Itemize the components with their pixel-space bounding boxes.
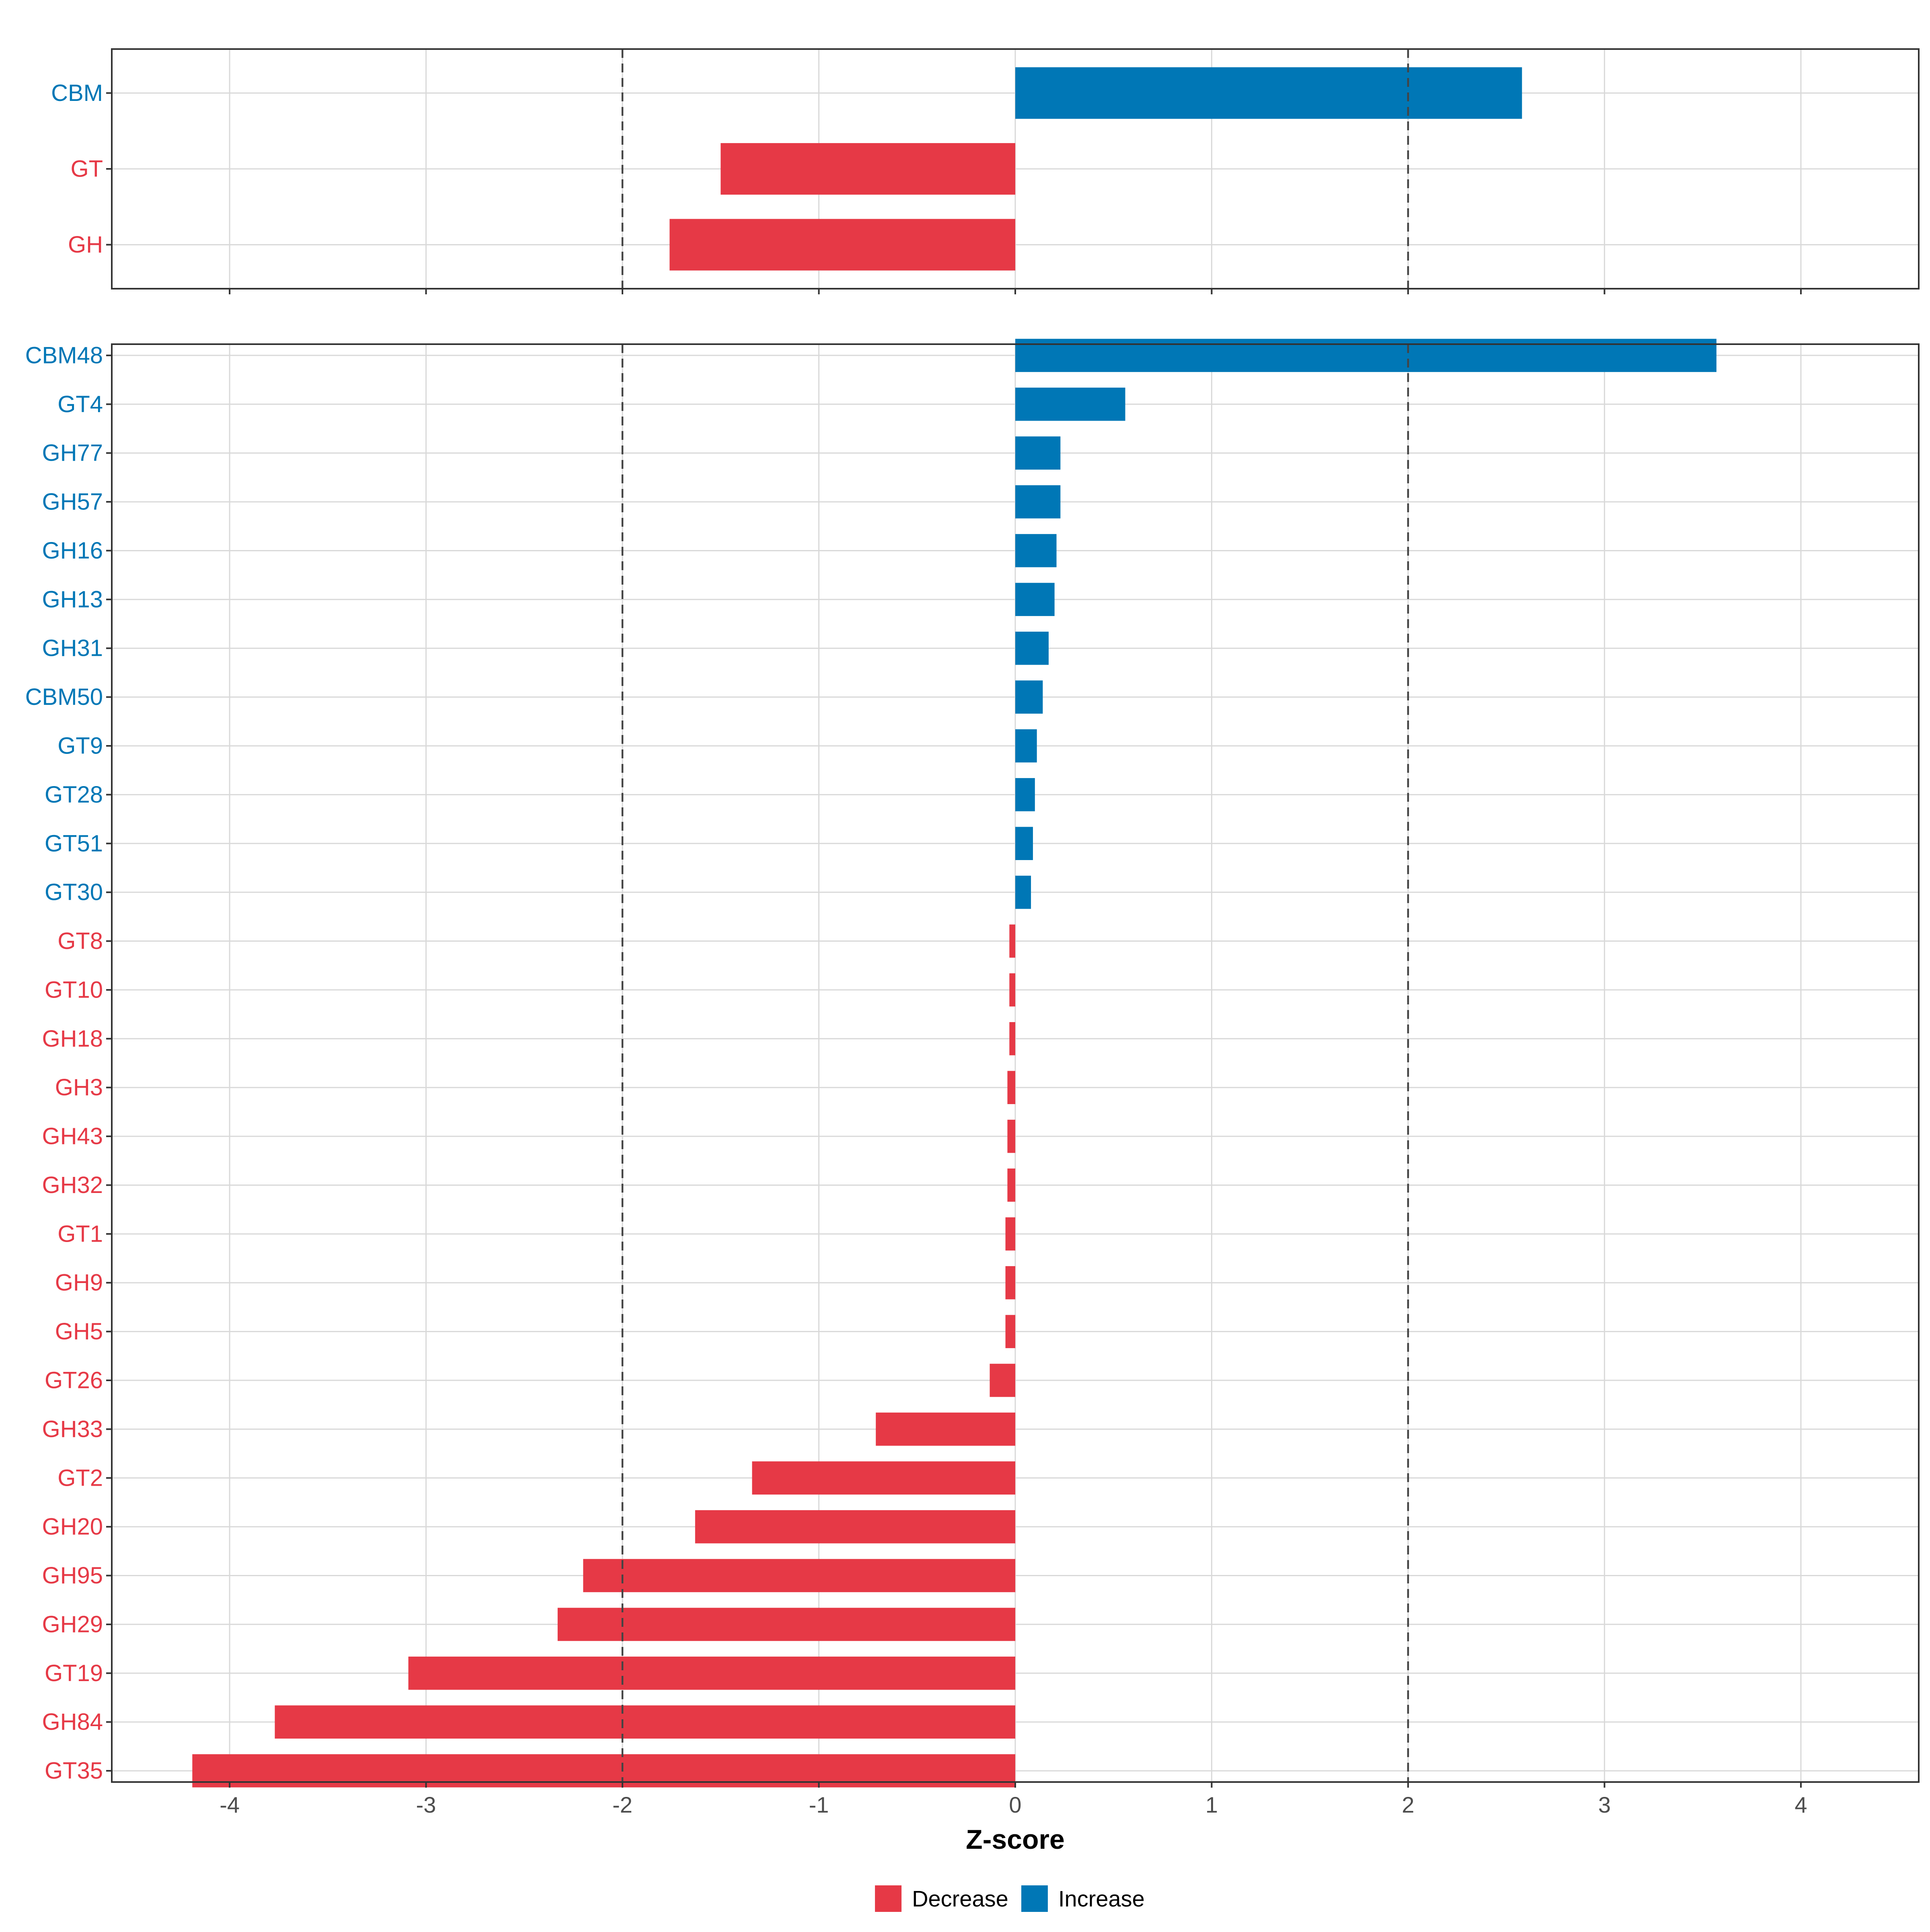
y-tick-label: GH16 — [42, 538, 103, 564]
y-tick-label: GH77 — [42, 440, 103, 466]
y-tick-label: GH57 — [42, 489, 103, 515]
y-tick-label: GH43 — [42, 1123, 103, 1150]
bar-gt4 — [1015, 388, 1125, 421]
y-tick-label: GT51 — [45, 830, 103, 856]
x-tick-label: 2 — [1402, 1792, 1414, 1817]
y-tick-label: GH32 — [42, 1172, 103, 1198]
bar-gh5 — [1005, 1315, 1015, 1348]
bar-gh20 — [695, 1510, 1015, 1544]
y-tick-label: GT1 — [57, 1221, 103, 1247]
bar-cbm50 — [1015, 680, 1043, 714]
bar-gt30 — [1015, 875, 1031, 909]
bar-gt19 — [408, 1657, 1015, 1690]
bar-cbm — [1015, 67, 1522, 119]
y-tick-label: GT8 — [57, 928, 103, 954]
y-tick-label: GT2 — [57, 1465, 103, 1491]
y-tick-label: GT35 — [45, 1758, 103, 1784]
panel-enzyme-class: CBM GT GH — [51, 48, 1920, 294]
y-tick-label: GH5 — [55, 1318, 103, 1345]
panel-enzyme-family: CBM48 GT4 GH77 GH57 GH16 GH13 GH31 CBM50 GT9 GT28… — [25, 339, 1920, 1788]
y-tick-label: GH3 — [55, 1074, 103, 1100]
y-tick-label: GT4 — [57, 391, 103, 417]
bar-gh16 — [1015, 534, 1057, 567]
y-tick-label: GH33 — [42, 1416, 103, 1442]
bar-gt51 — [1015, 827, 1033, 860]
x-tick-label: 4 — [1794, 1792, 1807, 1817]
bar-gt9 — [1015, 729, 1037, 763]
legend-label-decrease: Decrease — [912, 1886, 1008, 1911]
x-tick-label: 3 — [1598, 1792, 1611, 1817]
legend-swatch-increase — [1021, 1885, 1048, 1912]
x-tick-label: -3 — [416, 1792, 436, 1817]
y-tick-label: GH31 — [42, 635, 103, 661]
bar-gh31 — [1015, 631, 1049, 665]
bar-gh18 — [1009, 1022, 1015, 1055]
x-tick-label: -1 — [809, 1792, 829, 1817]
legend-swatch-decrease — [875, 1885, 902, 1912]
x-tick-label: 0 — [1009, 1792, 1021, 1817]
y-tick-label: GT28 — [45, 782, 103, 808]
y-tick-label: GT — [70, 156, 103, 182]
y-tick-label: GT30 — [45, 879, 103, 905]
legend-label-increase: Increase — [1058, 1886, 1145, 1911]
y-tick-label: GH84 — [42, 1709, 103, 1735]
bar-gh95 — [583, 1559, 1015, 1592]
y-tick-label: GT26 — [45, 1367, 103, 1394]
panels-layer: CBM GT GH CBM48 GT4 GH77 GH57 GH16 GH13 GH31 CBM50… — [25, 48, 1920, 1788]
y-tick-label: GT19 — [45, 1660, 103, 1686]
y-tick-label: GH20 — [42, 1514, 103, 1540]
legend-item-increase: Increase — [1021, 1885, 1145, 1912]
x-tick-label: -2 — [612, 1792, 632, 1817]
bar-gh33 — [876, 1413, 1015, 1446]
bar-gt — [721, 143, 1015, 195]
y-tick-label: CBM — [51, 80, 103, 106]
bar-gh3 — [1007, 1071, 1015, 1104]
y-tick-label: GH29 — [42, 1611, 103, 1637]
x-tick-label: -4 — [220, 1792, 240, 1817]
y-tick-label: GH13 — [42, 586, 103, 612]
y-tick-label: CBM50 — [25, 684, 103, 710]
bar-gt10 — [1009, 973, 1015, 1007]
bar-gh13 — [1015, 583, 1055, 616]
legend: Decrease Increase — [875, 1885, 1145, 1912]
bar-gh43 — [1007, 1119, 1015, 1153]
bar-gt1 — [1005, 1217, 1015, 1251]
y-tick-label: GT9 — [57, 733, 103, 759]
bar-gh29 — [557, 1608, 1015, 1641]
x-axis: -4 -3 -2 -1 0 1 2 3 4 — [220, 1792, 1807, 1817]
bar-gh77 — [1015, 436, 1061, 470]
y-tick-label: GH18 — [42, 1026, 103, 1052]
bar-gt8 — [1009, 924, 1015, 958]
legend-item-decrease: Decrease — [875, 1885, 1008, 1912]
bar-gt28 — [1015, 778, 1035, 811]
x-axis-title: Z-score — [966, 1824, 1065, 1855]
bar-gh84 — [275, 1705, 1015, 1739]
bar-gh — [669, 219, 1015, 271]
x-tick-label: 1 — [1205, 1792, 1218, 1817]
y-tick-label: GT10 — [45, 977, 103, 1003]
y-tick-label: GH9 — [55, 1270, 103, 1296]
bar-gh57 — [1015, 485, 1061, 519]
y-tick-label: CBM48 — [25, 342, 103, 368]
y-tick-label: GH95 — [42, 1562, 103, 1589]
bar-gt2 — [752, 1461, 1015, 1495]
y-tick-label: GH — [68, 232, 103, 258]
bar-gt26 — [990, 1363, 1015, 1397]
bar-gh9 — [1005, 1266, 1015, 1300]
bar-gh32 — [1007, 1168, 1015, 1202]
